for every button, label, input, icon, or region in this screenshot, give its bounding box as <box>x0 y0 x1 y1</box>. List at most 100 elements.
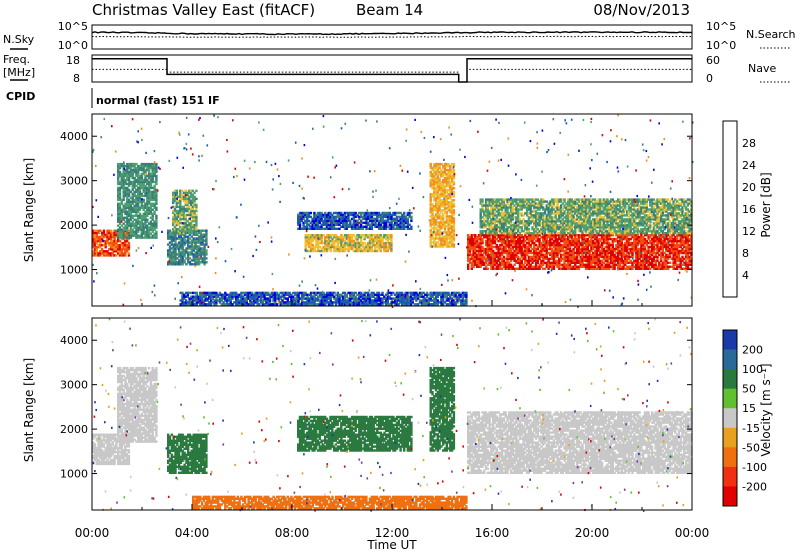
heatmap-cell <box>654 263 657 266</box>
heatmap-cell <box>122 208 125 211</box>
heatmap-cell <box>325 221 329 224</box>
heatmap-cell <box>149 178 153 182</box>
heatmap-cell <box>584 239 588 243</box>
heatmap-cell <box>122 234 125 237</box>
heatmap-cell <box>189 199 193 203</box>
heatmap-cell <box>155 174 158 178</box>
heatmap-cell <box>317 241 320 245</box>
heatmap-cell <box>684 259 688 263</box>
heatmap-cell <box>563 267 566 270</box>
heatmap-cell <box>592 257 595 261</box>
heatmap-cell <box>390 243 393 247</box>
heatmap-cell <box>195 189 198 192</box>
heatmap-cell <box>324 241 327 245</box>
heatmap-cell <box>525 241 529 245</box>
heatmap-cell <box>144 194 147 198</box>
heatmap-cell <box>486 214 489 217</box>
heatmap-cell <box>111 254 114 257</box>
heatmap-cell <box>191 195 194 198</box>
heatmap-cell <box>311 217 314 221</box>
heatmap-cell <box>320 247 323 251</box>
heatmap-cell <box>642 237 645 241</box>
heatmap-cell <box>367 234 370 237</box>
heatmap-cell <box>608 251 611 255</box>
heatmap-cell <box>340 245 343 249</box>
nsky-tick-top: 10^5 <box>58 20 88 33</box>
heatmap-cell <box>597 249 600 253</box>
heatmap-cell <box>475 263 479 266</box>
heatmap-cell <box>184 223 187 227</box>
heatmap-cell <box>506 251 509 255</box>
heatmap-cell <box>338 215 341 219</box>
heatmap-cell <box>497 255 500 259</box>
heatmap-cell <box>151 230 154 233</box>
heatmap-cell <box>511 212 514 215</box>
heatmap-cell <box>500 253 504 257</box>
heatmap-cell <box>593 249 597 253</box>
heatmap-cell <box>115 248 118 251</box>
heatmap-cell <box>500 261 504 264</box>
heatmap-cell <box>638 241 641 245</box>
heatmap-cell <box>395 223 399 226</box>
heatmap-cell <box>331 225 334 228</box>
heatmap-cell <box>359 236 363 239</box>
heatmap-cell <box>683 261 686 264</box>
heatmap-cell <box>649 261 652 264</box>
heatmap-cell <box>431 211 434 214</box>
heatmap-cell <box>661 255 664 259</box>
heatmap-cell <box>181 237 184 240</box>
heatmap-cell <box>518 236 522 239</box>
heatmap-cell <box>184 215 187 219</box>
heatmap-cell <box>173 189 177 192</box>
heatmap-cell <box>508 204 511 207</box>
heatmap-cell <box>322 215 325 219</box>
heatmap-cell <box>127 166 131 170</box>
heatmap-cell <box>185 263 188 266</box>
heatmap-cell <box>484 200 488 203</box>
heatmap-cell <box>449 173 452 176</box>
heatmap-cell <box>581 236 584 239</box>
heatmap-cell <box>388 213 391 217</box>
heatmap-cell <box>436 203 439 206</box>
heatmap-cell <box>352 213 356 217</box>
heatmap-cell <box>545 255 548 259</box>
heatmap-cell <box>149 216 153 219</box>
heatmap-cell <box>313 234 316 237</box>
heatmap-cell <box>383 225 386 228</box>
heatmap-cell <box>173 213 177 217</box>
heatmap-cell <box>686 263 689 266</box>
heatmap-cell <box>449 193 452 196</box>
heatmap-cell <box>518 206 522 209</box>
heatmap-cell <box>401 215 404 219</box>
heatmap-cell <box>583 257 586 261</box>
heatmap-cell <box>509 251 513 255</box>
heatmap-cell <box>311 227 314 230</box>
heatmap-cell <box>615 243 618 247</box>
heatmap-cell <box>645 249 648 253</box>
heatmap-cell <box>309 227 312 230</box>
heatmap-cell <box>403 211 406 215</box>
heatmap-cell <box>354 211 357 215</box>
heatmap-cell <box>431 175 434 178</box>
heatmap-cell <box>118 188 122 192</box>
heatmap-cell <box>447 185 450 188</box>
heatmap-cell <box>153 236 156 239</box>
heatmap-cell <box>172 215 175 219</box>
heatmap-cell <box>99 241 102 245</box>
heatmap-cell <box>565 257 568 261</box>
heatmap-cell <box>561 247 564 251</box>
heatmap-cell <box>140 218 143 221</box>
heatmap-cell <box>556 237 559 241</box>
heatmap-cell <box>327 219 330 223</box>
heatmap-cell <box>675 255 679 259</box>
heatmap-cell <box>117 172 120 176</box>
heatmap-cell <box>640 234 643 237</box>
heatmap-cell <box>652 267 656 270</box>
heatmap-cell <box>549 245 552 249</box>
heatmap-cell <box>390 234 393 237</box>
heatmap-cell <box>636 243 639 247</box>
heatmap-cell <box>668 253 672 257</box>
heatmap-cell <box>192 259 195 262</box>
heatmap-cell <box>354 225 357 228</box>
heatmap-cell <box>542 257 545 261</box>
